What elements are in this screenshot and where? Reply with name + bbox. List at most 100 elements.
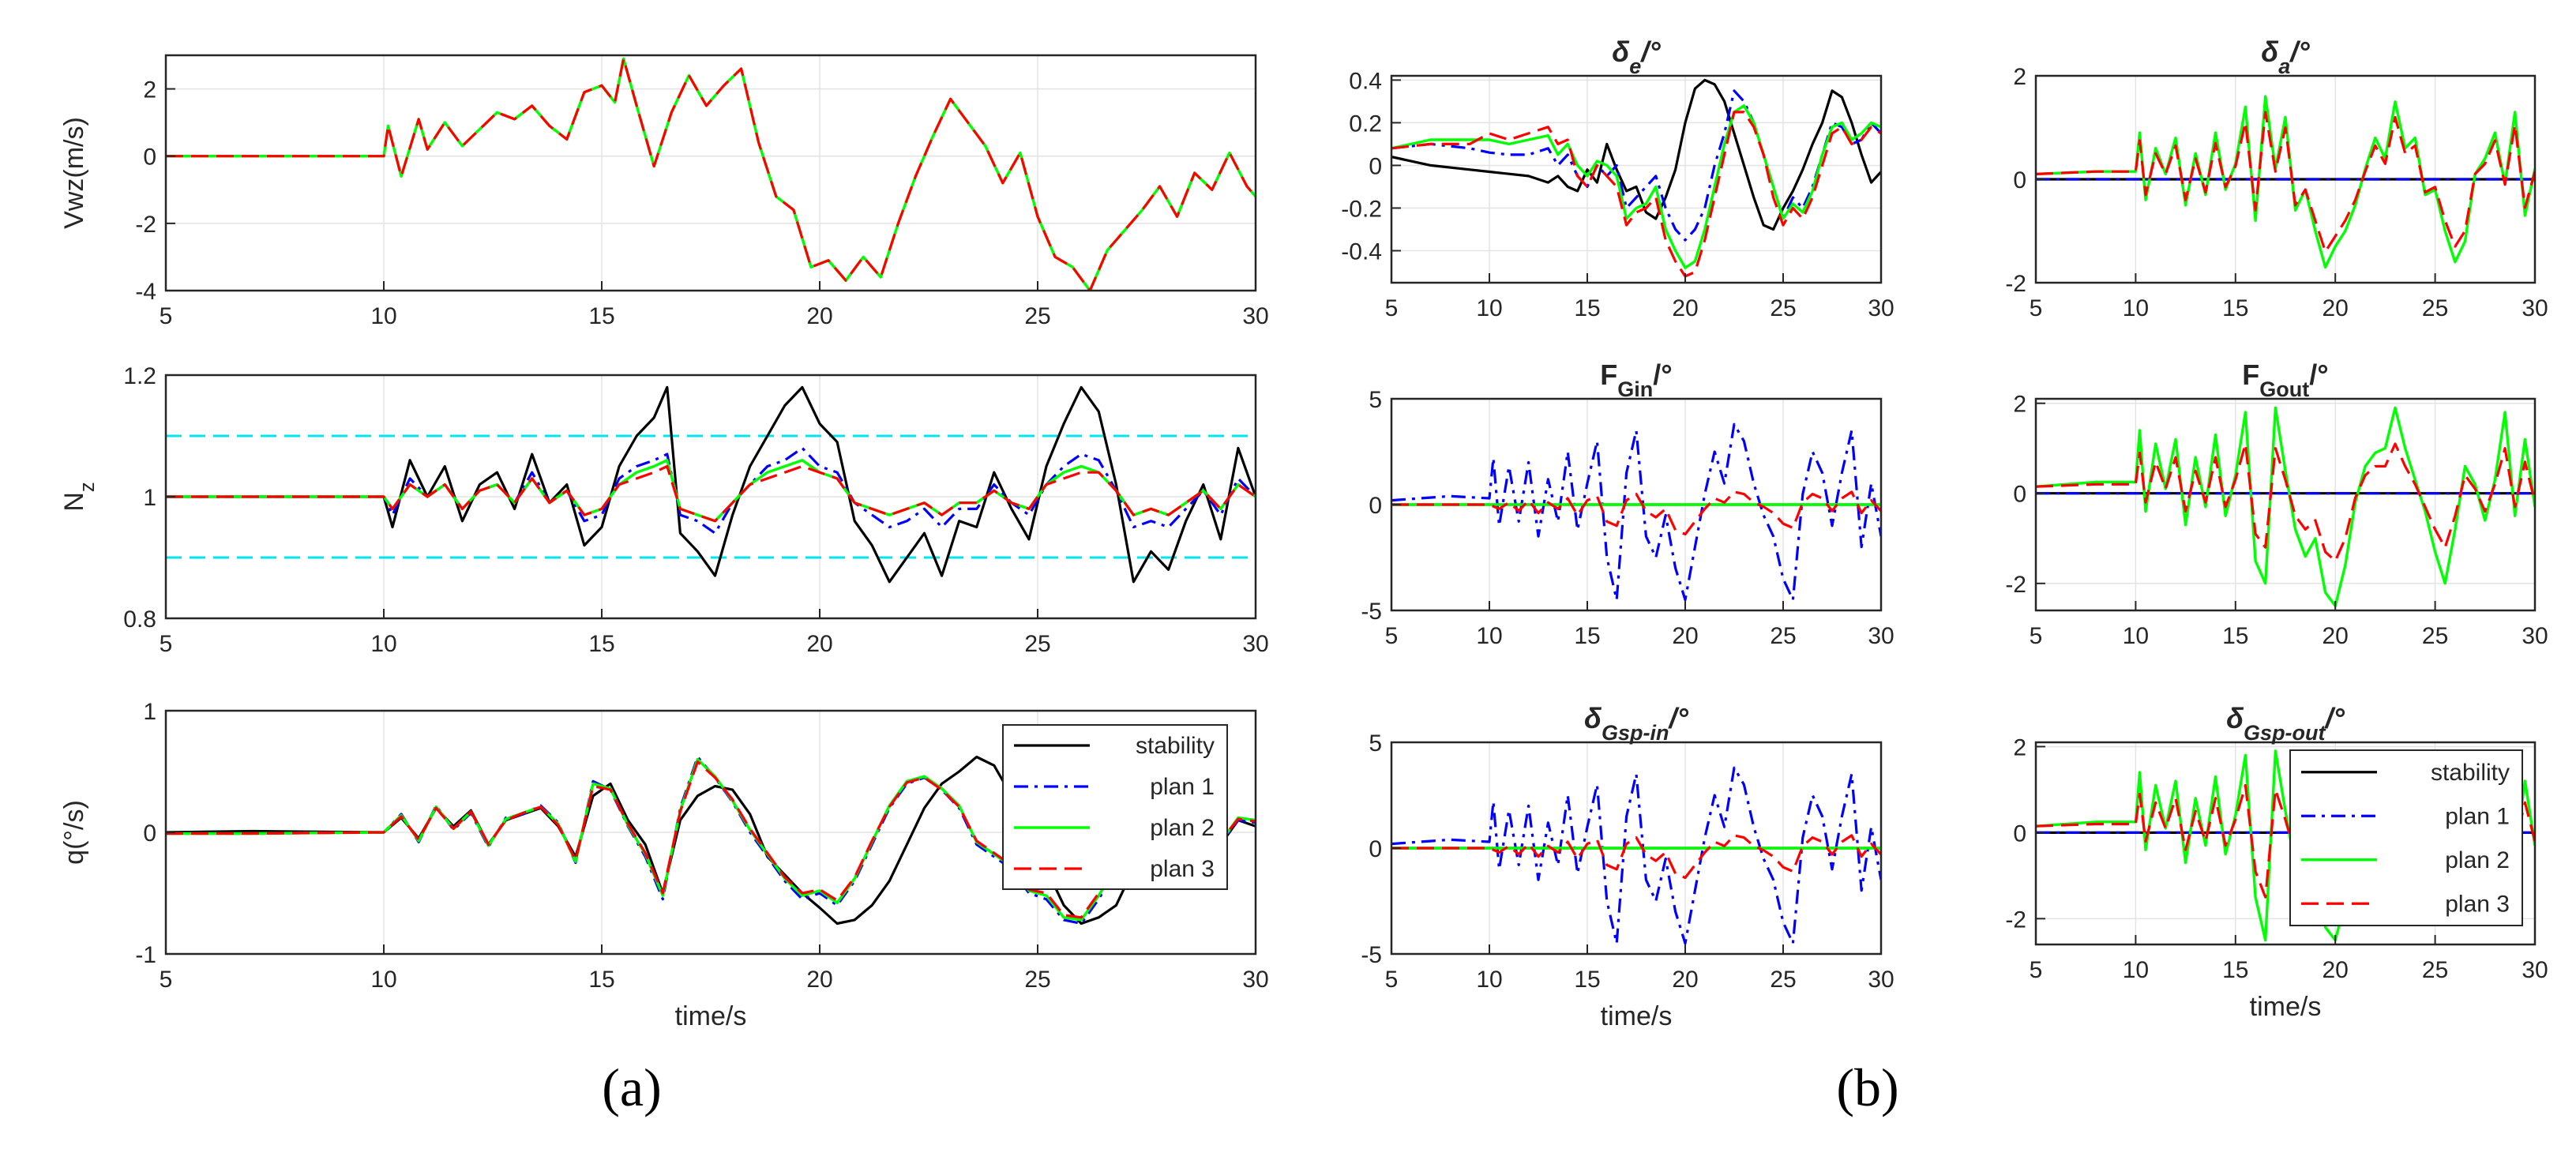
series-plan3 — [1391, 490, 1881, 536]
subplot-title: δa/° — [2261, 36, 2310, 78]
axes-box — [1390, 74, 1883, 284]
y-axis-label: Nz — [59, 482, 99, 511]
x-tick-label: 10 — [1476, 967, 1502, 993]
x-tick-label: 10 — [2123, 623, 2149, 649]
legend-box — [2289, 749, 2523, 926]
x-tick-label: 5 — [1385, 295, 1399, 321]
x-tick-label: 15 — [588, 967, 614, 993]
x-axis-label: time/s — [2250, 992, 2322, 1022]
x-tick-label: 5 — [2030, 623, 2043, 649]
x-tick-label: 30 — [1242, 967, 1268, 993]
subplot-title: FGin/° — [1600, 359, 1672, 401]
x-tick-label: 20 — [2323, 295, 2349, 321]
y-tick-label: 1 — [143, 485, 156, 511]
x-tick-label: 25 — [1770, 623, 1796, 649]
x-tick-label: 10 — [370, 631, 396, 657]
x-tick-label: 10 — [1476, 295, 1502, 321]
y-tick-label: 0.8 — [123, 606, 156, 633]
x-tick-label: 30 — [2522, 295, 2548, 321]
subplot-delta_gsp_out: 5 10 15 20 25 30 -2 0 2 δGsp-out/° time/s stability… — [2005, 702, 2548, 1022]
legend-label: stability — [2431, 760, 2510, 786]
subplot-title: δe/° — [1612, 36, 1661, 78]
subplot-delta_e: 5 10 15 20 25 30 -0.4 -0.2 0 0.2 0.4 δe/° — [1341, 36, 1894, 321]
legend-label: plan 1 — [2445, 803, 2510, 829]
legend-label: plan 3 — [1150, 856, 1215, 882]
x-tick-label: 5 — [160, 631, 173, 657]
series-plan3 — [2036, 111, 2535, 253]
x-tick-label: 25 — [1770, 967, 1796, 993]
axes-box — [164, 54, 1257, 292]
y-tick-label: 1 — [143, 699, 156, 725]
series-plan1 — [1391, 422, 1881, 602]
y-tick-label: 5 — [1369, 730, 1382, 757]
legend-label: plan 2 — [1150, 815, 1215, 841]
y-tick-label: 0.4 — [1349, 68, 1382, 94]
series-plan3 — [166, 57, 1256, 291]
y-tick-label: 0 — [2013, 167, 2026, 193]
x-tick-label: 5 — [160, 303, 173, 329]
x-tick-label: 25 — [2422, 623, 2448, 649]
x-tick-label: 20 — [806, 631, 832, 657]
x-tick-label: 15 — [2222, 295, 2248, 321]
subplot-title: δGsp-out/° — [2226, 702, 2345, 745]
subplot-title: δGsp-in/° — [1584, 702, 1688, 745]
x-tick-label: 5 — [2030, 957, 2043, 983]
axes-box — [2034, 741, 2537, 946]
x-tick-label: 30 — [1868, 623, 1894, 649]
x-tick-label: 10 — [1476, 623, 1502, 649]
y-tick-label: 0 — [1369, 493, 1382, 519]
series-plan1 — [1391, 766, 1881, 945]
x-tick-label: 15 — [1574, 623, 1600, 649]
subplot-nz: 5 10 15 20 25 30 0.8 1 1.2 Nz — [59, 363, 1269, 657]
y-tick-label: 0 — [2013, 482, 2026, 508]
x-tick-label: 20 — [2323, 623, 2349, 649]
y-tick-label: 0 — [2013, 820, 2026, 847]
x-tick-label: 30 — [2522, 957, 2548, 983]
subplot-q: 5 10 15 20 25 30 -1 0 1 time/s q(°/s) stability plan… — [59, 699, 1269, 1031]
y-tick-label: -4 — [135, 279, 156, 305]
subplot-delta_a: 5 10 15 20 25 30 -2 0 2 δa/° — [2005, 36, 2548, 321]
y-axis-label: q(°/s) — [59, 800, 89, 865]
x-axis-label: time/s — [675, 1001, 747, 1031]
x-tick-label: 15 — [588, 631, 614, 657]
y-tick-label: 0 — [143, 145, 156, 171]
y-tick-label: 0.2 — [1349, 111, 1382, 137]
y-tick-label: -5 — [1361, 942, 1382, 968]
y-tick-label: -2 — [2005, 572, 2026, 598]
series-group — [1391, 422, 1881, 602]
x-tick-label: 20 — [1672, 295, 1698, 321]
series-plan2 — [2036, 406, 2535, 607]
subplot-f_gout: 5 10 15 20 25 30 -2 0 2 FGout/° — [2005, 359, 2548, 649]
axes-box — [2034, 397, 2537, 612]
x-tick-label: 20 — [806, 967, 832, 993]
panel-label-b: (b) — [1836, 1057, 1898, 1117]
x-tick-label: 15 — [1574, 967, 1600, 993]
series-plan2 — [1391, 104, 1881, 269]
series-group — [1391, 766, 1881, 945]
x-tick-label: 5 — [1385, 623, 1399, 649]
legend: stability plan 1 plan 2 plan 3 — [1002, 724, 1228, 890]
series-stability — [1391, 78, 1881, 231]
x-tick-label: 5 — [1385, 967, 1399, 993]
x-tick-label: 10 — [2123, 295, 2149, 321]
legend-label: stability — [1136, 733, 1215, 759]
legend-label: plan 3 — [2445, 891, 2510, 917]
legend: stability plan 1 plan 2 plan 3 — [2289, 749, 2523, 926]
x-tick-label: 5 — [2030, 295, 2043, 321]
y-tick-label: 2 — [143, 77, 156, 103]
x-tick-label: 30 — [2522, 623, 2548, 649]
series-group — [166, 57, 1256, 291]
x-tick-label: 15 — [2222, 623, 2248, 649]
x-tick-label: 20 — [1672, 967, 1698, 993]
subplot-delta_gsp_in: 5 10 15 20 25 30 -5 0 5 δGsp-in/° time/s — [1361, 702, 1894, 1031]
y-tick-label: 1.2 — [123, 363, 156, 389]
y-tick-label: 2 — [2013, 392, 2026, 418]
x-tick-label: 10 — [370, 303, 396, 329]
y-axis-label: Vwz(m/s) — [59, 117, 89, 229]
y-tick-label: -1 — [135, 942, 156, 968]
x-tick-label: 20 — [1672, 623, 1698, 649]
x-tick-label: 25 — [2422, 295, 2448, 321]
y-tick-label: -5 — [1361, 599, 1382, 625]
subplot-f_gin: 5 10 15 20 25 30 -5 0 5 FGin/° — [1361, 359, 1894, 649]
